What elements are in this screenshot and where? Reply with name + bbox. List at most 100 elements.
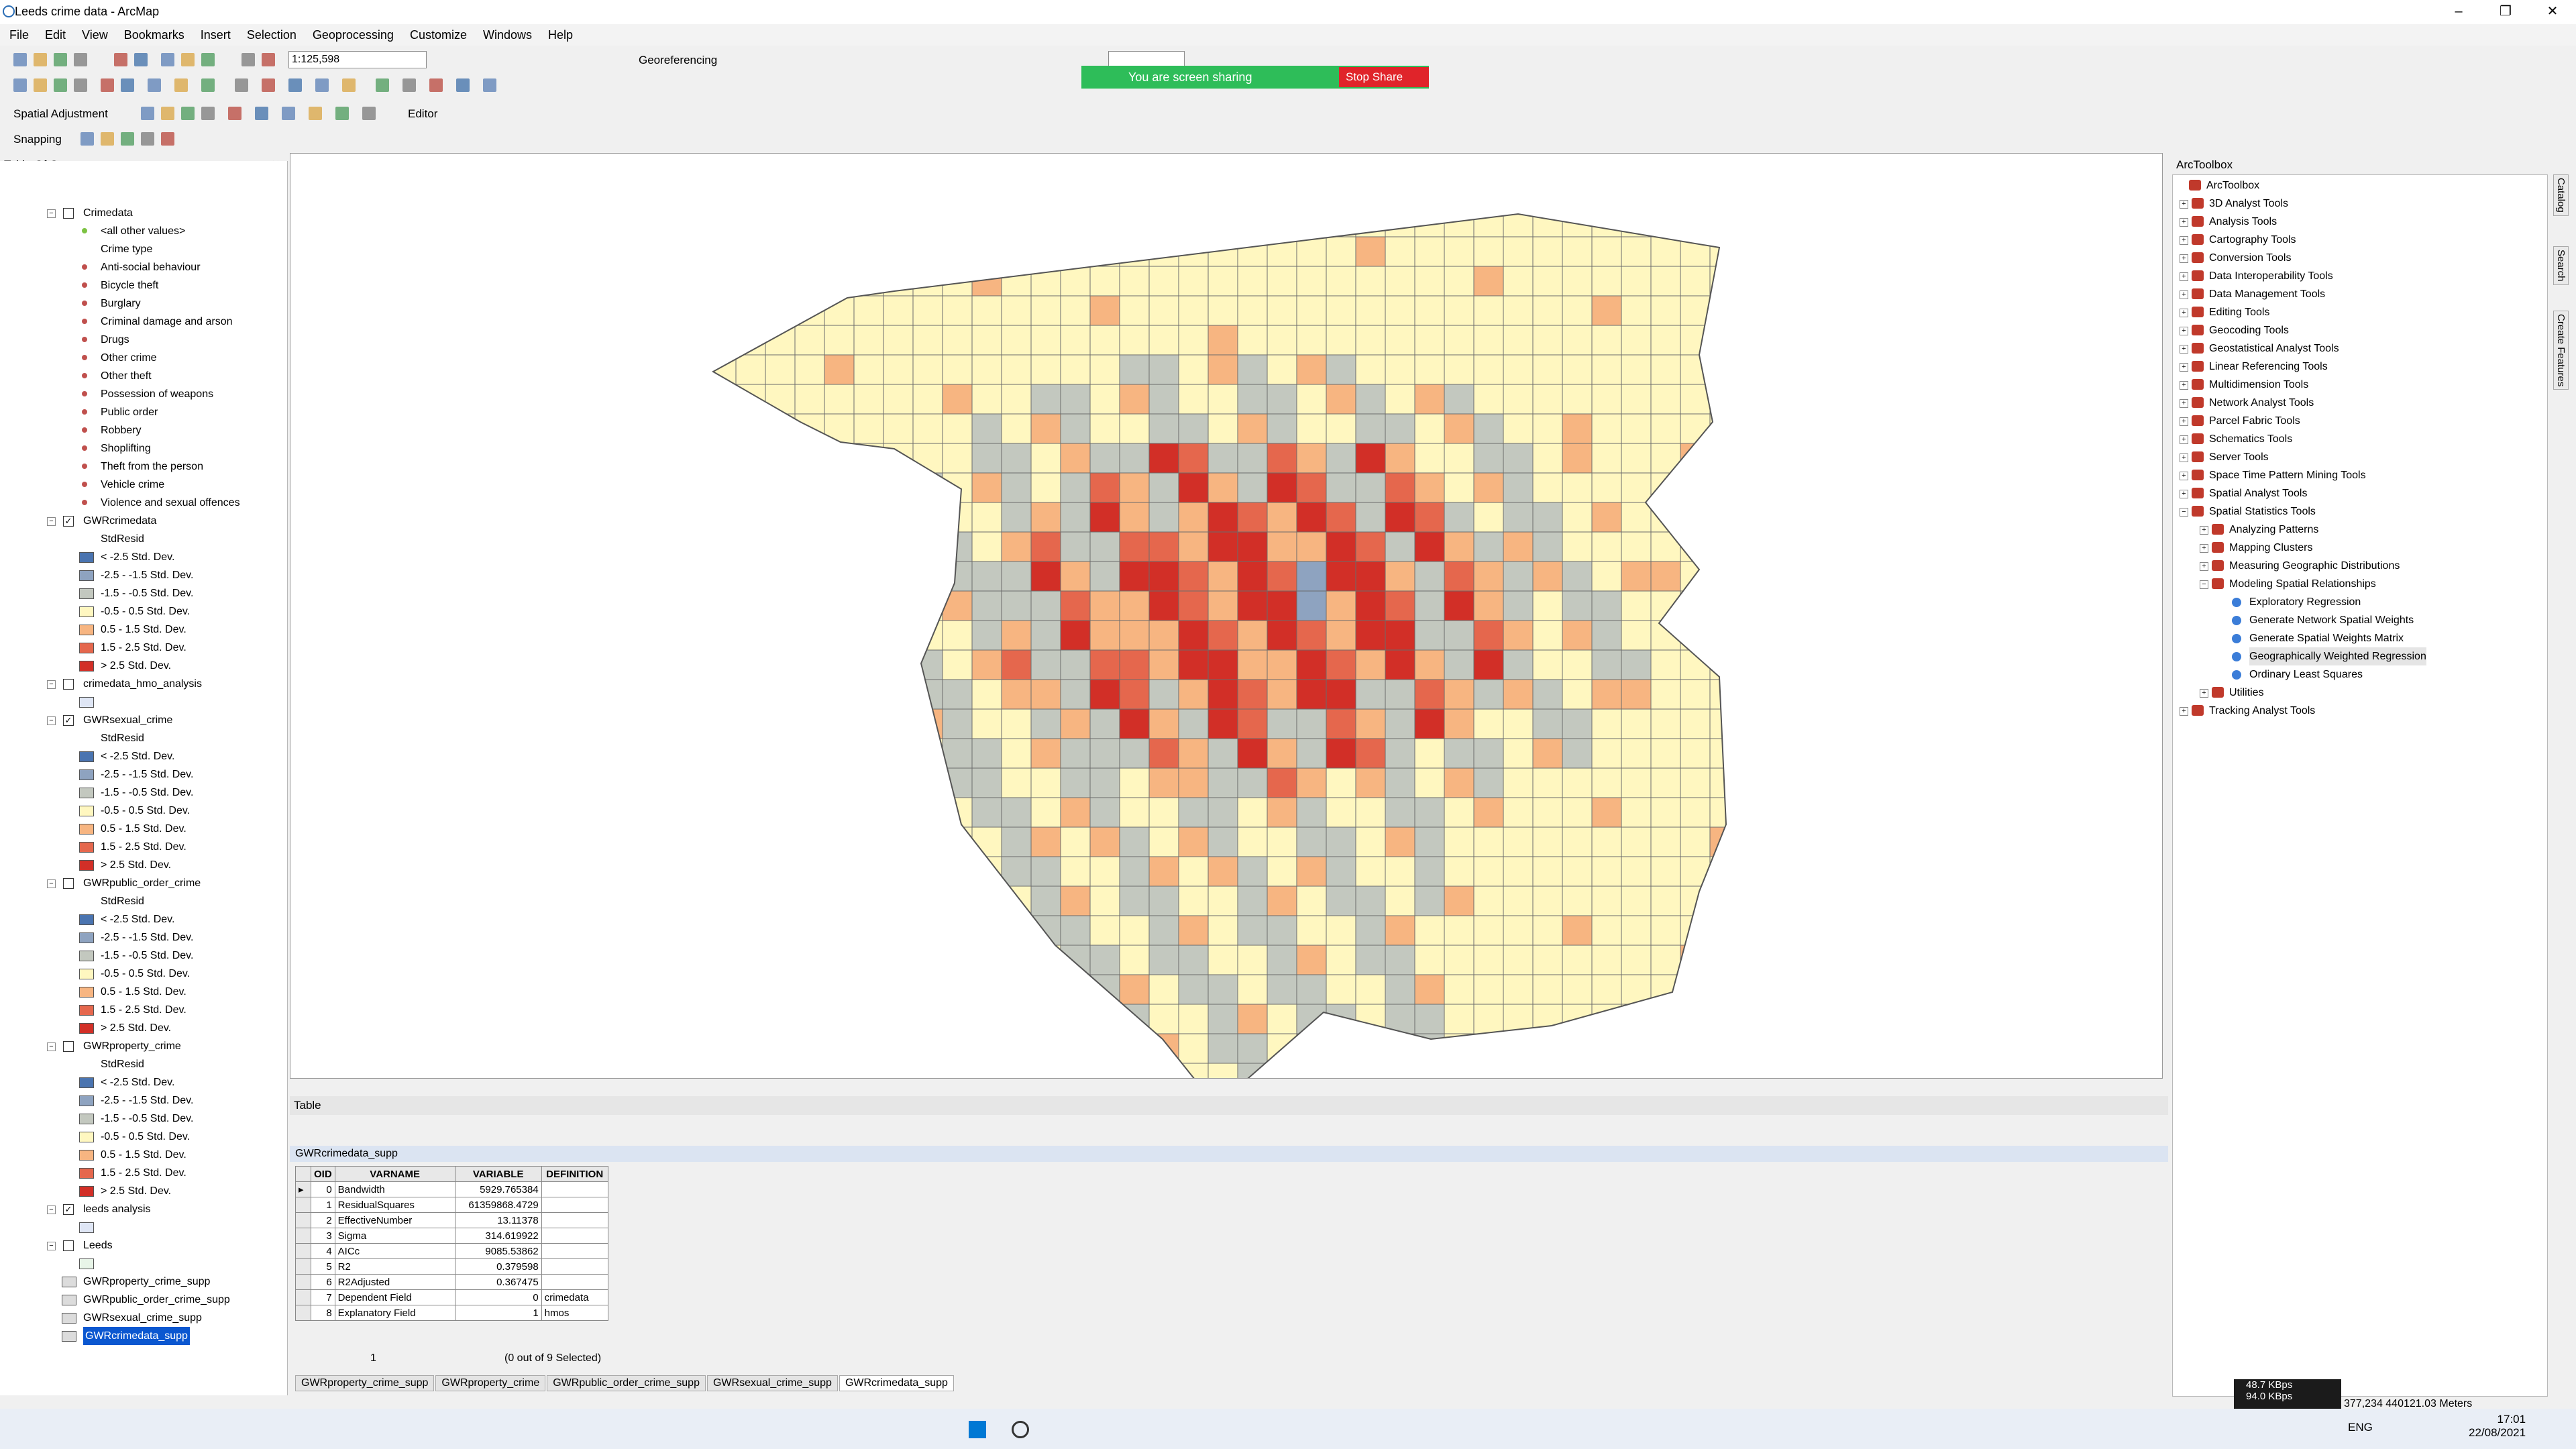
grid-cell[interactable]: [1119, 767, 1150, 798]
toolbox-item[interactable]: + Network Analyst Tools: [2173, 394, 2542, 412]
grid-cell[interactable]: [1178, 443, 1209, 474]
grid-cell[interactable]: [1650, 207, 1681, 237]
grid-cell[interactable]: [1030, 384, 1061, 415]
grid-cell[interactable]: [942, 915, 973, 946]
grid-cell[interactable]: [794, 649, 825, 680]
toc-item[interactable]: -1.5 - -0.5 Std. Dev.: [0, 784, 282, 802]
grid-cell[interactable]: [883, 384, 914, 415]
grid-cell[interactable]: [1503, 472, 1534, 503]
grid-cell[interactable]: [1089, 443, 1120, 474]
grid-cell[interactable]: [824, 856, 855, 887]
grid-cell[interactable]: [1119, 1063, 1150, 1093]
grid-cell[interactable]: [912, 1004, 943, 1034]
grid-cell[interactable]: [706, 266, 737, 297]
search-icon[interactable]: [1012, 1421, 1029, 1438]
layer-visibility-checkbox[interactable]: [63, 1240, 74, 1251]
grid-cell[interactable]: [1178, 1004, 1209, 1034]
grid-cell[interactable]: [1473, 915, 1504, 946]
grid-cell[interactable]: [1680, 325, 1711, 356]
grid-cell[interactable]: [1208, 413, 1238, 444]
expand-icon[interactable]: +: [2180, 381, 2188, 390]
toc-item[interactable]: -0.5 - 0.5 Std. Dev.: [0, 602, 282, 621]
grid-cell[interactable]: [1473, 708, 1504, 739]
grid-cell[interactable]: [1119, 207, 1150, 237]
toolbar-tool-icon[interactable]: [181, 107, 195, 120]
grid-cell[interactable]: [1237, 826, 1268, 857]
grid-cell[interactable]: [1385, 413, 1415, 444]
grid-cell[interactable]: [1385, 561, 1415, 592]
grid-cell[interactable]: [1355, 590, 1386, 621]
grid-cell[interactable]: [824, 295, 855, 326]
toolbar-tool-icon[interactable]: [282, 107, 295, 120]
grid-cell[interactable]: [1532, 708, 1563, 739]
toc-item[interactable]: − ✓ GWRcrimedata: [0, 512, 282, 530]
grid-cell[interactable]: [1503, 974, 1534, 1005]
toc-item[interactable]: Public order: [0, 403, 282, 421]
grid-cell[interactable]: [1562, 531, 1593, 562]
grid-cell[interactable]: [1267, 502, 1297, 533]
expand-icon[interactable]: +: [2180, 417, 2188, 426]
grid-cell[interactable]: [1296, 413, 1327, 444]
toolbar-tool-icon[interactable]: [255, 107, 268, 120]
grid-cell[interactable]: [942, 1004, 973, 1034]
grid-cell[interactable]: [1296, 708, 1327, 739]
grid-cell[interactable]: [1355, 354, 1386, 385]
grid-cell[interactable]: [1326, 767, 1356, 798]
grid-cell[interactable]: [1444, 502, 1474, 533]
grid-cell[interactable]: [1326, 531, 1356, 562]
grid-cell[interactable]: [1355, 1004, 1386, 1034]
grid-cell[interactable]: [1444, 738, 1474, 769]
toolbox-item[interactable]: Ordinary Least Squares: [2173, 665, 2542, 684]
toc-item[interactable]: StdResid: [0, 729, 282, 747]
grid-cell[interactable]: [1444, 856, 1474, 887]
table-cell[interactable]: 8: [311, 1305, 335, 1321]
grid-cell[interactable]: [971, 325, 1002, 356]
grid-cell[interactable]: [1532, 649, 1563, 680]
grid-cell[interactable]: [1709, 561, 1739, 592]
toc-item[interactable]: Crime type: [0, 240, 282, 258]
grid-cell[interactable]: [1030, 295, 1061, 326]
grid-cell[interactable]: [1444, 915, 1474, 946]
grid-cell[interactable]: [824, 266, 855, 297]
grid-cell[interactable]: [1591, 295, 1622, 326]
grid-cell[interactable]: [1680, 443, 1711, 474]
grid-cell[interactable]: [1444, 885, 1474, 916]
grid-cell[interactable]: [1355, 708, 1386, 739]
toc-item[interactable]: StdResid: [0, 530, 282, 548]
grid-cell[interactable]: [1089, 738, 1120, 769]
grid-cell[interactable]: [1089, 325, 1120, 356]
grid-cell[interactable]: [1680, 679, 1711, 710]
grid-cell[interactable]: [1030, 207, 1061, 237]
grid-cell[interactable]: [1621, 708, 1652, 739]
toc-item[interactable]: Violence and sexual offences: [0, 494, 282, 512]
grid-cell[interactable]: [1532, 620, 1563, 651]
grid-cell[interactable]: [1444, 679, 1474, 710]
grid-cell[interactable]: [1060, 472, 1091, 503]
grid-cell[interactable]: [1532, 1063, 1563, 1093]
map-view[interactable]: [290, 153, 2163, 1108]
grid-cell[interactable]: [971, 767, 1002, 798]
grid-cell[interactable]: [1414, 502, 1445, 533]
table-cell[interactable]: 4: [311, 1243, 335, 1259]
grid-cell[interactable]: [1385, 443, 1415, 474]
grid-cell[interactable]: [1267, 295, 1297, 326]
toolbar-tool-icon[interactable]: [262, 53, 275, 66]
table-tab[interactable]: GWRproperty_crime: [435, 1375, 546, 1391]
toc-item[interactable]: 1.5 - 2.5 Std. Dev.: [0, 1164, 282, 1182]
grid-cell[interactable]: [912, 915, 943, 946]
grid-cell[interactable]: [706, 472, 737, 503]
toolbox-item[interactable]: + Spatial Analyst Tools: [2173, 484, 2542, 502]
grid-cell[interactable]: [1473, 531, 1504, 562]
grid-cell[interactable]: [824, 679, 855, 710]
grid-cell[interactable]: [1414, 325, 1445, 356]
grid-cell[interactable]: [706, 885, 737, 916]
grid-cell[interactable]: [824, 767, 855, 798]
grid-cell[interactable]: [853, 826, 884, 857]
grid-cell[interactable]: [1503, 502, 1534, 533]
grid-cell[interactable]: [1709, 708, 1739, 739]
grid-cell[interactable]: [824, 561, 855, 592]
menu-selection[interactable]: Selection: [246, 28, 297, 42]
grid-cell[interactable]: [1296, 915, 1327, 946]
grid-cell[interactable]: [1709, 738, 1739, 769]
spatial-adjustment-menu[interactable]: Spatial Adjustment: [13, 107, 108, 120]
